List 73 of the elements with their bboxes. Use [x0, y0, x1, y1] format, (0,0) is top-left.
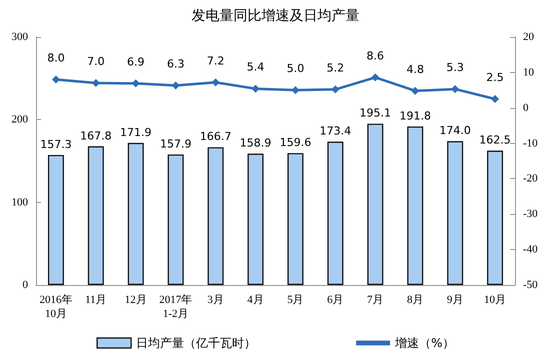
y-tick-label: 300 [12, 31, 28, 43]
bar [208, 147, 224, 285]
data-label: 173.4 [320, 124, 352, 138]
x-tick-label: 5月 [287, 294, 304, 306]
point [252, 84, 260, 93]
x-tick-label: 7月 [367, 294, 384, 306]
data-label: 6.9 [127, 55, 145, 68]
y2-tick-label: -20 [523, 172, 538, 185]
y-tick-label: 0 [22, 279, 28, 291]
data-label: 158.9 [240, 136, 272, 150]
y2-tick-label: 20 [523, 31, 534, 43]
data-label: 171.9 [120, 126, 152, 139]
point [132, 79, 140, 88]
data-label: 5.3 [446, 61, 464, 74]
point [172, 82, 180, 90]
x-tick-label: 2017年 1-2月 [159, 294, 192, 320]
y2-tick-label: -10 [523, 137, 538, 150]
data-label: 157.3 [40, 138, 72, 151]
bar [248, 154, 264, 285]
data-label: 5.0 [286, 62, 304, 76]
point [92, 79, 100, 88]
data-label: 157.9 [160, 137, 192, 150]
data-label: 8.0 [47, 52, 65, 65]
x-tick-label: 12月 [124, 294, 147, 306]
data-label: 7.0 [87, 55, 105, 68]
x-tick-label: 9月 [446, 294, 464, 306]
point [52, 76, 60, 84]
data-label: 174.0 [439, 124, 471, 138]
bar [487, 150, 504, 285]
y2-tick-label: 10 [523, 66, 534, 78]
data-label: 191.8 [399, 109, 431, 122]
data-label: 6.3 [166, 58, 184, 71]
y2-tick-label: -50 [523, 279, 538, 291]
point [451, 85, 460, 94]
y2-tick-label: -30 [523, 208, 538, 220]
bar [168, 154, 184, 285]
x-tick-label: 4月 [247, 294, 264, 306]
bar [287, 153, 304, 285]
data-label: 4.8 [406, 62, 424, 76]
x-tick-label: 6月 [327, 294, 344, 306]
chart-title: 发电量同比增速及日均产量 [192, 8, 360, 24]
data-label: 5.4 [246, 60, 264, 74]
data-label: 162.5 [479, 134, 511, 147]
data-label: 195.1 [360, 106, 392, 120]
x-tick-label: 11月 [85, 294, 107, 306]
bar [327, 142, 344, 285]
data-label: 7.2 [206, 54, 224, 68]
data-label: 166.7 [200, 130, 232, 144]
bar [48, 154, 64, 285]
legend-label: 增速（%） [394, 336, 455, 350]
point [331, 85, 340, 94]
y-tick-label: 200 [12, 114, 28, 126]
legend-label: 日均产量（亿千瓦时） [136, 336, 256, 350]
point [371, 73, 380, 82]
bar [128, 142, 144, 285]
x-tick-label: 10月 [484, 294, 506, 306]
point [212, 78, 220, 86]
data-label: 167.8 [80, 129, 112, 142]
y-tick-label: 100 [12, 196, 28, 208]
data-label: 5.2 [326, 61, 344, 74]
data-label: 159.6 [280, 136, 312, 150]
bar [447, 141, 464, 285]
x-tick-label: 3月 [207, 294, 224, 306]
y2-tick-label: 0 [523, 102, 529, 114]
y2-tick-label: -40 [523, 244, 538, 256]
bar [88, 146, 104, 285]
x-tick-label: 2016年 10月 [39, 294, 72, 320]
bar [367, 124, 384, 285]
bar [407, 126, 424, 285]
data-label: 2.5 [486, 71, 504, 84]
point [491, 95, 500, 103]
data-label: 8.6 [366, 49, 384, 62]
x-tick-label: 8月 [406, 294, 424, 306]
